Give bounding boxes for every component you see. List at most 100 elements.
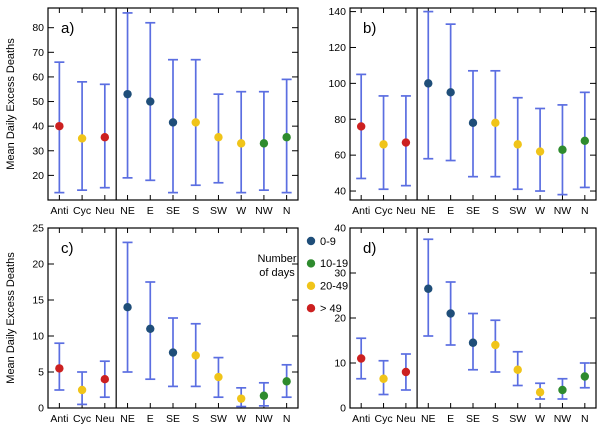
data-point [535,388,545,397]
data-point [259,391,269,400]
y-axis-title: Mean Daily Excess Deaths [5,252,17,384]
data-point [424,79,433,88]
panel-a: 20 30 40 50 60 70 80 Anti Cyc Neu NE E SE S SW W NW Na) Me… [5,7,299,217]
y-tick-label: 20 [334,313,346,325]
panel-label: c) [61,240,74,257]
legend-dot [306,304,316,313]
x-tick-label: E [147,413,154,425]
x-tick-label: SE [466,205,480,217]
legend-dot [306,259,316,268]
data-point [513,365,522,374]
x-tick-label: Anti [50,205,68,217]
panel-b: 40 60 80 100 120 140 Anti Cyc Neu NE E SE S SW W NW Nb) [328,6,597,217]
x-tick-label: Cyc [73,205,91,217]
legend-dot [306,281,316,290]
data-point [379,374,388,383]
x-tick-label: E [147,205,154,217]
y-tick-label: 15 [32,295,44,307]
x-tick-label: SE [166,413,180,425]
data-point [123,89,132,99]
panel-label: b) [363,20,376,37]
legend-entry-label: 10-19 [320,258,348,270]
data-point [191,118,200,127]
y-tick-label: 10 [334,358,346,370]
data-point [214,133,223,142]
data-point [535,147,545,156]
x-tick-label: E [447,413,454,425]
data-point [446,88,455,97]
x-tick-label: SE [166,205,180,217]
x-tick-label: W [535,413,545,425]
data-point [146,97,155,106]
x-tick-label: Neu [396,413,415,425]
legend: 0-9 10-19 20-49 > 49 Number of days [257,236,348,315]
data-point [282,133,291,142]
data-point [468,338,478,347]
panel-label: d) [363,240,376,257]
y-tick-label: 5 [38,367,44,379]
data-point [446,309,455,318]
x-tick-label: NE [421,413,436,425]
data-point [77,134,87,143]
x-tick-label: Anti [352,205,370,217]
x-tick-label: NW [255,205,273,217]
y-tick-label: 20 [32,259,44,271]
x-tick-label: Cyc [73,413,91,425]
data-point [491,340,500,350]
panel-label: a) [61,20,74,37]
y-tick-label: 40 [32,121,44,133]
data-point [77,385,87,395]
data-point [123,303,132,312]
x-tick-label: W [236,413,246,425]
x-tick-label: Anti [50,413,68,425]
x-tick-label: N [581,413,589,425]
y-tick-label: 10 [32,331,44,343]
y-tick-label: 120 [328,42,346,54]
x-tick-label: SW [509,413,526,425]
x-tick-label: S [492,413,499,425]
data-point [55,121,64,131]
y-tick-label: 140 [328,6,346,18]
data-point [401,367,411,377]
x-tick-label: Neu [95,205,114,217]
x-tick-label: SE [466,413,480,425]
y-tick-label: 20 [32,170,44,182]
y-tick-label: 30 [32,145,44,157]
x-tick-label: N [283,413,291,425]
x-tick-label: NW [554,413,572,425]
data-point [468,118,478,128]
y-tick-label: 40 [334,186,346,198]
x-tick-label: S [192,205,199,217]
data-point [214,372,223,382]
y-axis-title: Mean Daily Excess Deaths [5,38,17,170]
data-point [513,140,522,149]
y-tick-label: 0 [38,403,44,415]
data-point [356,122,366,131]
x-tick-label: Anti [352,413,370,425]
x-tick-label: SW [210,205,227,217]
data-point [558,385,567,395]
data-point [259,139,269,148]
x-tick-label: NE [120,413,135,425]
data-point [100,133,110,142]
x-tick-label: S [192,413,199,425]
y-tick-label: 80 [334,114,346,126]
x-tick-label: N [581,205,589,217]
y-tick-label: 70 [32,47,44,59]
x-tick-label: Neu [95,413,114,425]
x-tick-label: N [283,205,291,217]
data-point [424,284,433,293]
data-point [580,372,590,381]
y-tick-label: 50 [32,96,44,108]
legend-entry-label: 0-9 [320,236,336,248]
legend-entry-label: 20-49 [320,281,348,293]
x-tick-label: Cyc [374,413,392,425]
x-tick-label: Neu [396,205,415,217]
data-point [168,348,178,357]
panel-d: 0 10 20 30 40 Anti Cyc Neu NE E SE S SW W NW Nd) [334,223,597,425]
y-tick-label: 60 [334,150,346,162]
data-point [282,377,291,386]
data-point [558,145,567,154]
